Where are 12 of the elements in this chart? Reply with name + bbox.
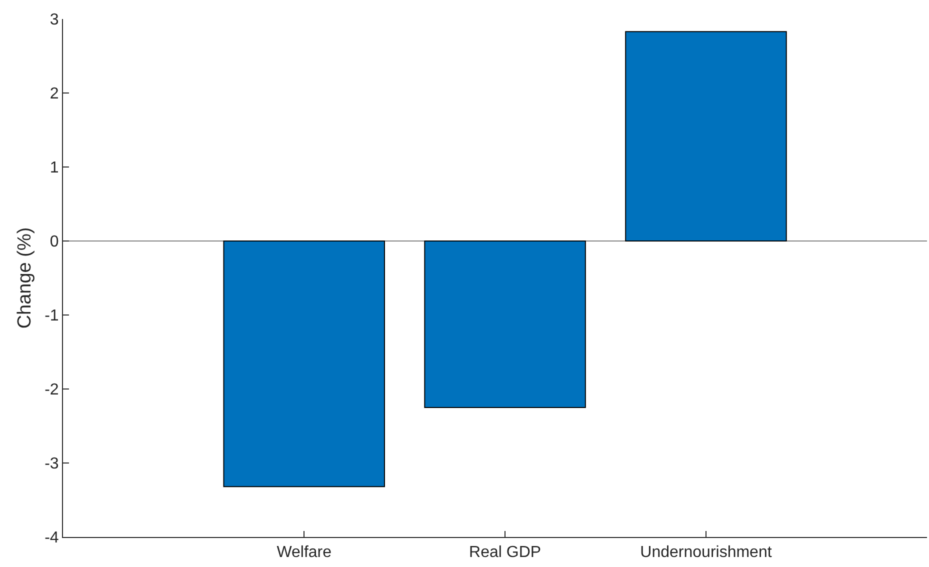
y-tick-label: 0 <box>50 234 59 251</box>
y-tick-label: -3 <box>44 456 59 473</box>
x-tick-label: Welfare <box>276 544 332 562</box>
x-tick-label: Real GDP <box>469 544 542 562</box>
y-tick-label: 2 <box>50 86 59 103</box>
y-tick-label: 3 <box>50 12 59 29</box>
x-tick-label: Undernourishment <box>640 544 772 562</box>
y-tick-label: -2 <box>44 382 59 399</box>
y-tick-label: -4 <box>44 530 59 547</box>
y-axis-title: Change (%) <box>14 227 36 329</box>
y-tick-label: 1 <box>50 160 59 177</box>
y-tick-label: -1 <box>44 308 59 325</box>
